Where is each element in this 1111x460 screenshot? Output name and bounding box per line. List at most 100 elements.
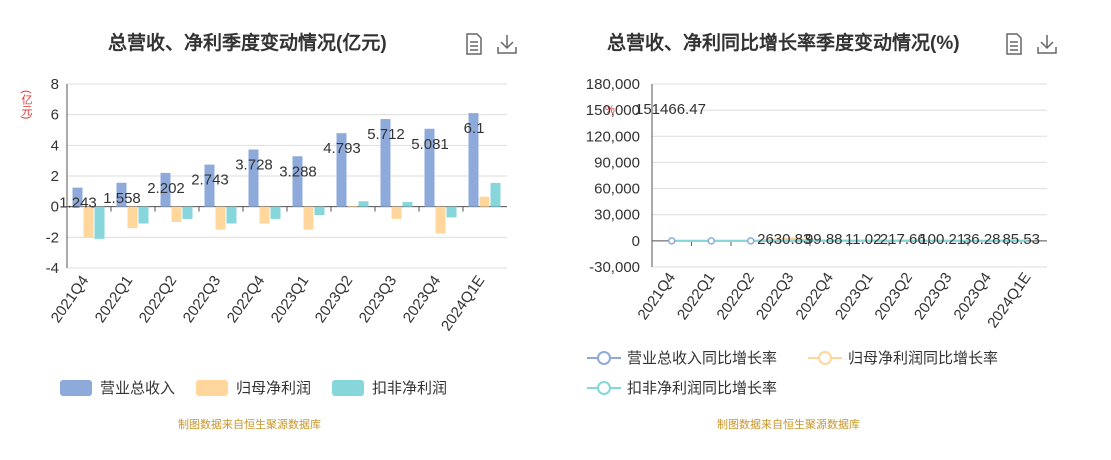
legend-net-profit-growth[interactable]: 归母净利润同比增长率 (808, 347, 998, 368)
bar-deducted-profit (446, 206, 457, 218)
right-data-source: 制图数据来自恒生聚源数据库 (717, 419, 860, 431)
x-tick-label: 2023Q3 (356, 273, 401, 326)
bar-net-profit (127, 206, 138, 229)
y-tick-label: 90,000 (594, 154, 640, 171)
bar-chart: -4 -2 0 2 4 6 8 2021Q4 1.243 2022Q1 1.558 2022Q2 2.2… (46, 76, 507, 335)
legend-deducted-profit-label: 扣非净利润 (372, 380, 448, 397)
legend-revenue-swatch (60, 379, 92, 396)
data-view-icon[interactable] (463, 32, 485, 56)
bar-net-profit (479, 196, 490, 207)
data-label: 2.202 (147, 180, 185, 197)
y-tick-label: 2 (51, 168, 59, 185)
bar-deducted-profit (490, 182, 501, 207)
x-tick-label: 2023Q1 (268, 273, 313, 326)
bar-deducted-profit (270, 206, 281, 219)
bar-revenue (336, 133, 347, 207)
y-tick-label: 150,000 (586, 102, 640, 119)
right-y-unit: % (605, 104, 615, 116)
y-tick-label: 60,000 (594, 181, 640, 198)
x-tick-label: 2022Q2 (136, 273, 181, 326)
y-tick-label: 180,000 (586, 76, 640, 93)
x-tick-label: 2022Q4 (792, 270, 837, 323)
x-tick-label: 2023Q3 (911, 270, 956, 323)
legend-revenue[interactable]: 营业总收入 (60, 377, 175, 398)
data-label: 2.743 (191, 172, 229, 189)
legend-deducted-profit-growth-label: 扣非净利润同比增长率 (627, 380, 778, 397)
download-icon[interactable] (496, 32, 518, 56)
bar-revenue (116, 182, 127, 207)
bar-net-profit (171, 206, 182, 222)
line-point (668, 237, 676, 245)
bar-revenue (248, 149, 259, 207)
data-label: 85.53 (1002, 231, 1040, 248)
data-label: 2630.83 (757, 231, 811, 248)
legend-deducted-profit[interactable]: 扣非净利润 (332, 377, 447, 398)
legend-net-profit-growth-label: 归母净利润同比增长率 (848, 350, 999, 367)
bar-revenue (380, 119, 391, 207)
bar-deducted-profit (402, 202, 413, 207)
x-tick-label: 2022Q1 (92, 273, 137, 326)
x-tick-label: 2023Q1 (832, 270, 877, 323)
data-label: 36.28 (963, 231, 1001, 248)
left-chart-title: 总营收、净利季度变动情况(亿元) (108, 33, 387, 54)
bar-deducted-profit (358, 201, 369, 207)
bar-net-profit (435, 206, 446, 234)
bar-revenue (292, 156, 303, 207)
data-label: 99.88 (805, 231, 843, 248)
download-icon[interactable] (1036, 32, 1058, 56)
legend-revenue-growth-label: 营业总收入同比增长率 (627, 350, 778, 367)
left-data-source: 制图数据来自恒生聚源数据库 (178, 419, 321, 431)
x-tick-label: 2023Q2 (871, 270, 916, 323)
x-tick-label: 2023Q4 (400, 273, 445, 326)
y-tick-label: 4 (51, 137, 59, 154)
data-label: 5.081 (411, 136, 449, 153)
bar-net-profit (391, 206, 402, 219)
x-tick-label: 2021Q4 (634, 270, 679, 323)
x-tick-label: 2022Q2 (713, 270, 758, 323)
x-tick-label: 2024Q1E (438, 273, 488, 335)
data-label: 5.712 (367, 126, 405, 143)
data-view-icon[interactable] (1003, 32, 1025, 56)
legend-revenue-growth-swatch (587, 350, 621, 365)
y-tick-label: 0 (632, 233, 640, 250)
line-chart: -30,000 0 30,000 60,000 90,000 120,000 150,000… (586, 76, 1047, 331)
x-tick-label: 2022Q4 (224, 273, 269, 326)
x-tick-label: 2022Q3 (180, 273, 225, 326)
y-tick-label: 120,000 (586, 128, 640, 145)
data-label: 4.793 (323, 140, 361, 157)
bar-revenue (204, 164, 215, 207)
line-point (707, 237, 715, 245)
x-tick-label: 2023Q2 (312, 273, 357, 326)
data-label: 1.243 (59, 195, 97, 212)
legend-revenue-growth[interactable]: 营业总收入同比增长率 (587, 347, 777, 368)
data-label: 3.288 (279, 163, 317, 180)
y-tick-label: -30,000 (589, 259, 640, 276)
right-chart-panel: 总营收、净利同比增长率季度变动情况(%) % -30,000 0 30,000 60,… (555, 0, 1111, 460)
left-y-unit: (亿元) (20, 90, 32, 120)
legend-net-profit-growth-swatch (808, 350, 842, 365)
y-tick-label: 0 (51, 199, 59, 216)
right-chart-title: 总营收、净利同比增长率季度变动情况(%) (607, 33, 960, 54)
x-tick-label: 2021Q4 (48, 273, 93, 326)
line-point (747, 237, 755, 245)
bar-deducted-profit (182, 206, 193, 219)
data-label: 3.728 (235, 157, 273, 174)
left-chart-panel: 总营收、净利季度变动情况(亿元) (亿元) -4 -2 0 2 4 6 8 2021Q4 1.2… (0, 0, 555, 460)
y-tick-label: 8 (51, 76, 59, 93)
legend-revenue-label: 营业总收入 (100, 380, 176, 397)
x-tick-label: 2022Q3 (753, 270, 798, 323)
data-label: 217.66 (880, 231, 926, 248)
legend-net-profit-label: 归母净利润 (236, 380, 312, 397)
x-tick-label: 2022Q1 (674, 270, 719, 323)
bar-deducted-profit (226, 206, 237, 224)
legend-deducted-profit-swatch (332, 379, 364, 396)
legend-net-profit[interactable]: 归母净利润 (196, 377, 311, 398)
bar-deducted-profit (138, 206, 149, 224)
y-tick-label: -4 (46, 260, 59, 277)
data-label: 1.558 (103, 190, 141, 207)
bar-deducted-profit (314, 206, 325, 216)
bar-net-profit (259, 206, 270, 224)
bar-revenue (160, 172, 171, 207)
bar-revenue (468, 113, 479, 207)
legend-deducted-profit-growth[interactable]: 扣非净利润同比增长率 (587, 377, 777, 398)
